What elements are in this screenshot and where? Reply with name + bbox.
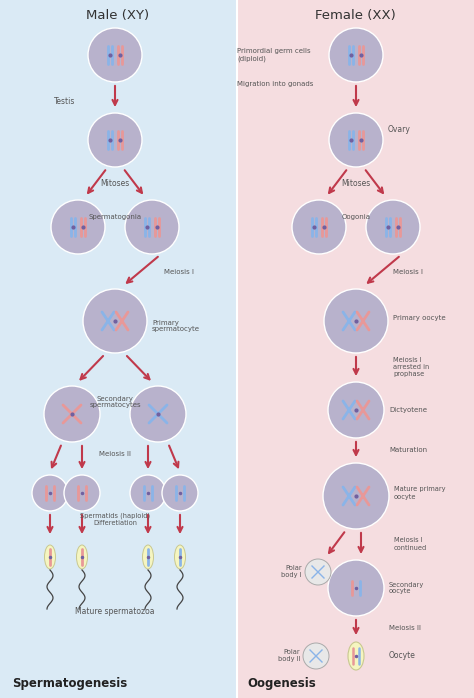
Text: Testis: Testis (54, 98, 75, 107)
Text: Oogonia: Oogonia (341, 214, 371, 220)
Text: Migration into gonads: Migration into gonads (237, 81, 313, 87)
Text: Polar
body II: Polar body II (278, 650, 300, 662)
Ellipse shape (348, 642, 364, 670)
Circle shape (130, 475, 166, 511)
Circle shape (64, 475, 100, 511)
Text: Meiosis I
arrested in
prophase: Meiosis I arrested in prophase (393, 357, 429, 377)
Circle shape (366, 200, 420, 254)
Circle shape (130, 386, 186, 442)
Text: Meiosis I
continued: Meiosis I continued (394, 537, 427, 551)
Text: Male (XY): Male (XY) (86, 10, 150, 22)
Circle shape (292, 200, 346, 254)
Text: Mitoses: Mitoses (341, 179, 371, 188)
Ellipse shape (174, 545, 185, 569)
Circle shape (83, 289, 147, 353)
Text: Ovary: Ovary (388, 126, 411, 135)
Text: Primary
spermatocyte: Primary spermatocyte (152, 320, 200, 332)
Ellipse shape (143, 545, 154, 569)
Text: Mature spermatozoa: Mature spermatozoa (75, 607, 155, 616)
Circle shape (305, 559, 331, 585)
Text: Polar
body I: Polar body I (282, 565, 302, 579)
Circle shape (328, 382, 384, 438)
Text: Meiosis I: Meiosis I (164, 269, 194, 275)
Text: Maturation: Maturation (389, 447, 427, 453)
Circle shape (32, 475, 68, 511)
Text: Female (XX): Female (XX) (315, 10, 395, 22)
Bar (237, 0, 474, 698)
Text: Meiosis II: Meiosis II (99, 451, 131, 457)
Text: Mature primary
oocyte: Mature primary oocyte (394, 487, 446, 500)
Text: Primary oocyte: Primary oocyte (393, 315, 446, 321)
Circle shape (125, 200, 179, 254)
Ellipse shape (45, 545, 55, 569)
Text: Spermatogenesis: Spermatogenesis (12, 676, 127, 690)
Text: Secondary
spermatocytes: Secondary spermatocytes (89, 396, 141, 408)
Circle shape (162, 475, 198, 511)
Circle shape (88, 113, 142, 167)
Text: Secondary
oocyte: Secondary oocyte (389, 581, 424, 595)
Text: Meiosis I: Meiosis I (393, 269, 423, 275)
Text: Oogenesis: Oogenesis (247, 676, 316, 690)
Circle shape (51, 200, 105, 254)
Text: Dictyotene: Dictyotene (389, 407, 427, 413)
Circle shape (303, 643, 329, 669)
Circle shape (324, 289, 388, 353)
Text: Meiosis II: Meiosis II (389, 625, 421, 631)
Text: Spermatogonia: Spermatogonia (89, 214, 142, 220)
Circle shape (88, 28, 142, 82)
Ellipse shape (76, 545, 88, 569)
Circle shape (323, 463, 389, 529)
Circle shape (329, 113, 383, 167)
Circle shape (44, 386, 100, 442)
Text: Primordial germ cells
(diploid): Primordial germ cells (diploid) (237, 48, 310, 61)
Text: Oocyte: Oocyte (389, 651, 416, 660)
Bar (0, 0, 237, 698)
Text: Mitoses: Mitoses (100, 179, 129, 188)
Circle shape (329, 28, 383, 82)
Text: Spermatids (haploid)
Differetiation: Spermatids (haploid) Differetiation (80, 512, 150, 526)
Circle shape (328, 560, 384, 616)
